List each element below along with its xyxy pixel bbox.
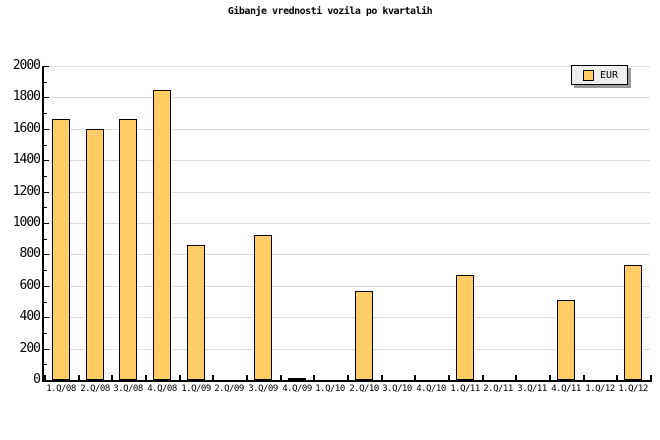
y-tick <box>44 66 49 67</box>
y-tick <box>44 97 49 98</box>
x-tick <box>44 375 46 380</box>
bar <box>355 291 373 380</box>
plot-area: 0 200 400 600 800 1000 1200 1400 1600 1800 2000 1.Q… <box>13 59 652 394</box>
legend: EUR <box>571 65 628 85</box>
y-tick <box>44 223 49 224</box>
bar <box>119 119 137 380</box>
x-tick <box>145 375 147 380</box>
x-tick-label: 2.Q/09 <box>214 384 244 394</box>
x-tick-label: 1.Q/11 <box>450 384 480 394</box>
gridline <box>44 66 650 67</box>
x-tick <box>212 375 214 380</box>
gridline <box>44 160 650 161</box>
x-tick <box>616 375 618 380</box>
y-tick-label: 800 <box>19 246 41 261</box>
gridline <box>44 317 650 318</box>
x-tick <box>280 375 282 380</box>
gridline <box>44 192 650 193</box>
x-tick-label: 2.Q/10 <box>349 384 379 394</box>
y-axis-line <box>42 66 44 382</box>
x-tick <box>179 375 181 380</box>
bar <box>288 378 306 380</box>
x-tick <box>482 375 484 380</box>
x-tick <box>650 375 652 380</box>
x-tick-label: 2.Q/11 <box>483 384 513 394</box>
y-minor-tick <box>44 113 47 114</box>
bar <box>187 245 205 380</box>
y-tick-label: 1200 <box>12 184 41 199</box>
x-tick-label: 3.Q/09 <box>248 384 278 394</box>
bar <box>86 129 104 380</box>
y-tick <box>44 349 49 350</box>
gridline <box>44 254 650 255</box>
x-tick-label: 4.Q/10 <box>416 384 446 394</box>
bar <box>52 119 70 380</box>
x-tick-label: 3.Q/10 <box>382 384 412 394</box>
x-tick-label: 4.Q/09 <box>282 384 312 394</box>
y-tick-label: 400 <box>19 309 41 324</box>
x-axis-line <box>42 380 652 382</box>
y-tick-label: 1800 <box>12 89 41 104</box>
y-tick <box>44 380 49 381</box>
y-tick <box>44 317 49 318</box>
gridline <box>44 349 650 350</box>
y-tick-label: 1000 <box>12 215 41 230</box>
x-tick <box>313 375 315 380</box>
y-minor-tick <box>44 82 47 83</box>
y-tick-label: 1400 <box>12 152 41 167</box>
legend-label: EUR <box>600 70 619 81</box>
bar <box>624 265 642 380</box>
x-tick <box>78 375 80 380</box>
x-tick-label: 1.Q/09 <box>181 384 211 394</box>
x-tick-label: 3.Q/11 <box>517 384 547 394</box>
bar <box>456 275 474 380</box>
x-tick-label: 4.Q/11 <box>551 384 581 394</box>
y-minor-tick <box>44 333 47 334</box>
x-tick <box>111 375 113 380</box>
x-tick-label: 2.Q/08 <box>80 384 110 394</box>
y-minor-tick <box>44 239 47 240</box>
gridline <box>44 223 650 224</box>
x-tick <box>448 375 450 380</box>
y-tick <box>44 160 49 161</box>
x-tick-label: 1.Q/08 <box>46 384 76 394</box>
y-minor-tick <box>44 176 47 177</box>
y-minor-tick <box>44 145 47 146</box>
y-minor-tick <box>44 270 47 271</box>
legend-swatch-icon <box>583 70 594 81</box>
bar <box>153 90 171 380</box>
x-tick-label: 1.Q/10 <box>315 384 345 394</box>
bar <box>254 235 272 380</box>
x-tick <box>381 375 383 380</box>
y-minor-tick <box>44 302 47 303</box>
x-tick <box>246 375 248 380</box>
chart-title: Gibanje vrednosti vozila po kvartalih <box>227 6 433 17</box>
y-tick-label: 0 <box>33 372 41 387</box>
x-tick <box>515 375 517 380</box>
x-tick <box>347 375 349 380</box>
y-minor-tick <box>44 364 47 365</box>
x-tick-label: 1.Q/12 <box>618 384 648 394</box>
y-tick-label: 200 <box>19 341 41 356</box>
x-tick-label: 1.Q/12 <box>585 384 615 394</box>
x-tick-label: 3.Q/08 <box>113 384 143 394</box>
y-tick <box>44 192 49 193</box>
gridline <box>44 286 650 287</box>
gridline <box>44 97 650 98</box>
y-tick <box>44 286 49 287</box>
y-tick-label: 1600 <box>12 121 41 136</box>
gridline <box>44 129 650 130</box>
y-tick <box>44 129 49 130</box>
y-tick-label: 600 <box>19 278 41 293</box>
x-tick <box>549 375 551 380</box>
y-minor-tick <box>44 207 47 208</box>
bar <box>557 300 575 380</box>
x-tick-label: 4.Q/08 <box>147 384 177 394</box>
x-tick <box>583 375 585 380</box>
x-tick <box>414 375 416 380</box>
y-tick-label: 2000 <box>12 58 41 73</box>
y-tick <box>44 254 49 255</box>
